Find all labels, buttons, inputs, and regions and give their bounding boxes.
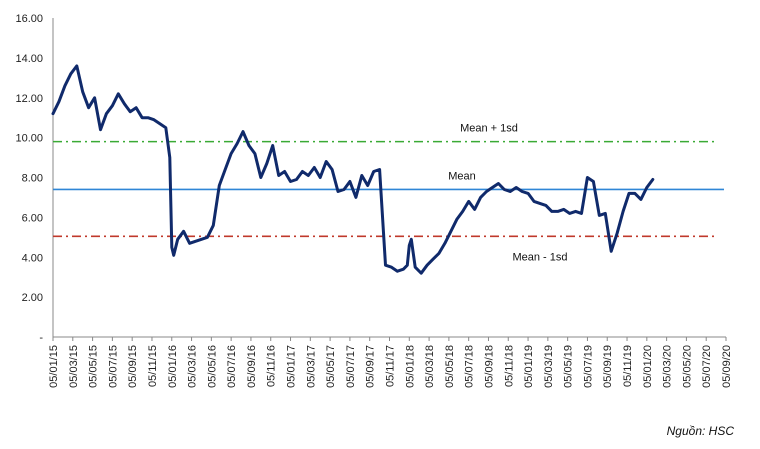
x-tick-label: 05/01/16	[167, 345, 179, 388]
y-tick-label: 6.00	[22, 212, 43, 224]
x-tick-label: 05/11/16	[266, 345, 278, 387]
x-tick-label: 05/01/15	[48, 345, 60, 388]
reference-lines	[53, 140, 724, 238]
x-tick-label: 05/03/20	[662, 345, 674, 388]
x-tick-label: 05/01/19	[523, 345, 535, 388]
x-tick-label: 05/07/20	[701, 345, 713, 388]
x-tick-label: 05/09/16	[246, 345, 258, 388]
axis-layer: - 2.00 4.00 6.00 8.00 10.00 12.00 14.00 16.00 05/…	[15, 13, 733, 388]
reference-line-label: Mean - 1sd	[512, 251, 567, 263]
x-tick-label: 05/05/16	[206, 345, 218, 388]
x-tick-label: 05/03/16	[187, 345, 199, 388]
x-tick-label: 05/07/15	[107, 345, 119, 388]
series-layer	[51, 64, 655, 275]
y-tick-label: 16.00	[15, 13, 43, 25]
x-tick-label: 05/09/18	[483, 345, 495, 388]
x-tick-label: 05/05/19	[563, 345, 575, 388]
y-tick-label: 2.00	[22, 292, 43, 304]
x-tick-label: 05/01/20	[642, 345, 654, 388]
annotation-layer: Mean + 1sd Mean Mean - 1sd	[448, 123, 567, 264]
y-tick-label: 10.00	[15, 133, 43, 145]
y-tick-label: 8.00	[22, 173, 43, 185]
x-tick-label: 05/05/18	[444, 345, 456, 388]
x-tick-label: 05/09/15	[127, 345, 139, 388]
x-tick-label: 05/11/17	[385, 345, 397, 387]
x-tick-label: 05/09/20	[721, 345, 733, 388]
x-tick-label: 05/01/18	[404, 345, 416, 388]
series-line	[51, 64, 655, 275]
x-tick-label: 05/03/17	[305, 345, 317, 388]
x-tick-label: 05/05/17	[325, 345, 337, 388]
reference-line-label: Mean	[448, 170, 476, 182]
reference-line-label: Mean + 1sd	[460, 123, 518, 135]
y-tick-label: 12.00	[15, 93, 43, 105]
y-tick-label: 4.00	[22, 252, 43, 264]
x-tick-label: 05/11/19	[622, 345, 634, 387]
x-tick-label: 05/05/20	[681, 345, 693, 388]
x-tick-label: 05/11/15	[147, 345, 159, 387]
y-tick-label: -	[39, 332, 43, 344]
x-tick-label: 05/03/18	[424, 345, 436, 388]
x-tick-label: 05/01/17	[286, 345, 298, 388]
x-tick-label: 05/11/18	[503, 345, 515, 387]
y-tick-label: 14.00	[15, 53, 43, 65]
x-tick-label: 05/07/16	[226, 345, 238, 388]
x-tick-label: 05/03/15	[68, 345, 80, 388]
x-tick-label: 05/07/17	[345, 345, 357, 388]
x-tick-label: 05/03/19	[543, 345, 555, 388]
x-tick-label: 05/09/19	[602, 345, 614, 388]
x-tick-label: 05/07/18	[464, 345, 476, 388]
x-tick-label: 05/05/15	[88, 345, 100, 388]
x-tick-label: 05/09/17	[365, 345, 377, 388]
x-tick-label: 05/07/19	[582, 345, 594, 388]
source-note: Nguồn: HSC	[666, 424, 734, 438]
